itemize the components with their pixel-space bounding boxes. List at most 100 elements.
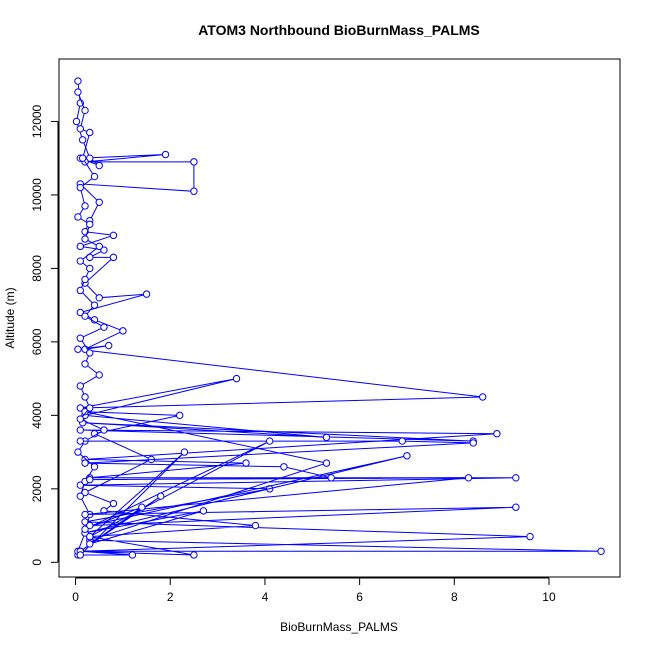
series-2-point-10 — [86, 521, 94, 530]
series-2-point-13 — [199, 507, 208, 515]
series-2-point-14 — [86, 540, 94, 548]
series-1-point-5 — [90, 172, 99, 181]
series-2-point-8 — [81, 510, 89, 519]
series-1-point-14 — [81, 275, 89, 284]
series-1-point-1 — [81, 106, 89, 115]
series-0-point-51 — [176, 411, 184, 420]
series-2-point-20 — [86, 532, 94, 541]
series-0-point-2 — [72, 117, 81, 126]
series-1-point-17 — [81, 312, 89, 320]
series-2-point-18 — [81, 525, 89, 533]
series-1-point-27 — [100, 426, 108, 434]
series-2-point-1 — [398, 437, 406, 445]
series-0-point-16 — [76, 242, 85, 251]
series-2-point-2 — [469, 439, 477, 447]
series-2-point-7 — [464, 474, 473, 482]
series-1-point-18 — [100, 323, 108, 331]
series-2-point-15 — [157, 492, 165, 500]
y-tick-label-5: 10000 — [30, 178, 44, 212]
plot-frame — [58, 58, 621, 578]
series-1-point-29 — [74, 448, 82, 456]
series-0-point-23 — [76, 308, 85, 317]
series-1-point-6 — [76, 183, 85, 192]
series-0-point-0 — [74, 77, 82, 85]
series-0-point-57 — [251, 521, 260, 530]
series-0-point-61 — [128, 551, 137, 559]
series-1-point-23 — [76, 382, 85, 390]
x-tick-label-0: 0 — [72, 590, 79, 604]
series-2-point-22 — [76, 551, 85, 559]
series-1-point-25 — [86, 404, 94, 412]
series-0-point-5 — [95, 161, 103, 170]
x-tick-label-1: 2 — [167, 590, 174, 604]
series-1-point-12 — [76, 257, 85, 265]
x-tick-label-3: 6 — [356, 590, 363, 604]
series-0-point-39 — [242, 459, 250, 467]
series-0-point-19 — [109, 253, 118, 262]
series-0-point-17 — [100, 246, 108, 254]
x-axis-label: BioBurnMass_PALMS — [280, 620, 398, 634]
series-1-point-24 — [81, 393, 89, 401]
series-2-point-6 — [86, 475, 94, 484]
series-0-point-9 — [190, 158, 198, 166]
series-1-point-10 — [81, 235, 89, 243]
series-0-point-36 — [76, 426, 85, 434]
series-0-point-4 — [86, 154, 94, 162]
y-tick-label-3: 6000 — [30, 328, 44, 355]
series-1-point-7 — [81, 202, 89, 210]
series-0-point-59 — [190, 551, 198, 559]
x-tick-label-4: 8 — [451, 590, 458, 604]
series-0-point-15 — [109, 231, 118, 240]
series-0-point-10 — [190, 187, 198, 195]
series-1-point-21 — [81, 360, 89, 368]
series-2-point-9 — [512, 503, 520, 511]
series-1-point-9 — [86, 220, 94, 229]
series-2-point-4 — [280, 463, 288, 471]
series-0-point-29 — [479, 393, 487, 401]
y-axis-label: Altitude (m) — [3, 287, 17, 348]
series-0-point-41 — [512, 474, 520, 482]
series-1-point-13 — [86, 264, 94, 273]
series-0-point-22 — [142, 290, 151, 298]
series-1-point-8 — [74, 213, 82, 221]
series-2-point-19 — [265, 437, 274, 445]
series-0-point-37 — [493, 430, 501, 438]
series-0-point-47 — [597, 547, 605, 555]
series-0-line — [75, 80, 602, 556]
series-1-point-30 — [90, 463, 99, 471]
series-1-point-19 — [76, 334, 85, 342]
x-axis: 0 2 4 6 8 10 — [72, 577, 556, 604]
series-0-point-45 — [526, 532, 534, 541]
series-1-point-26 — [76, 415, 85, 423]
series-1-point-20 — [86, 349, 94, 357]
series-1-point-11 — [95, 242, 103, 251]
chart-title: ATOM3 Northbound BioBurnMass_PALMS — [198, 22, 480, 38]
x-tick-label-2: 4 — [262, 590, 269, 604]
series-0-point-3 — [78, 136, 87, 144]
series-2-point-11 — [403, 452, 411, 460]
y-tick-label-6: 12000 — [30, 104, 44, 138]
series-0-point-28 — [74, 345, 82, 353]
y-tick-label-4: 8000 — [30, 255, 44, 282]
series-2-point-17 — [138, 503, 146, 511]
series-1-point-16 — [90, 301, 99, 309]
series-2-point-21 — [180, 448, 189, 456]
series-2-line — [79, 440, 516, 556]
series-0-point-27 — [105, 341, 113, 350]
series-0-point-7 — [161, 150, 170, 159]
series-1-point-15 — [76, 286, 85, 295]
x-tick-label-5: 10 — [542, 590, 556, 604]
series-1-point-32 — [76, 492, 85, 500]
series-0-point-49 — [322, 459, 331, 467]
series-0-point-25 — [119, 327, 127, 335]
series-1-point-4 — [78, 154, 87, 162]
series-1-point-2 — [76, 125, 85, 133]
series-0-point-31 — [232, 374, 241, 383]
series-2-point-0 — [76, 437, 85, 445]
series-0-point-30 — [76, 404, 85, 412]
series-0-point-55 — [109, 499, 118, 508]
series-1-point-22 — [95, 371, 103, 379]
series-1-point-3 — [86, 128, 94, 137]
series-layer — [72, 77, 605, 559]
